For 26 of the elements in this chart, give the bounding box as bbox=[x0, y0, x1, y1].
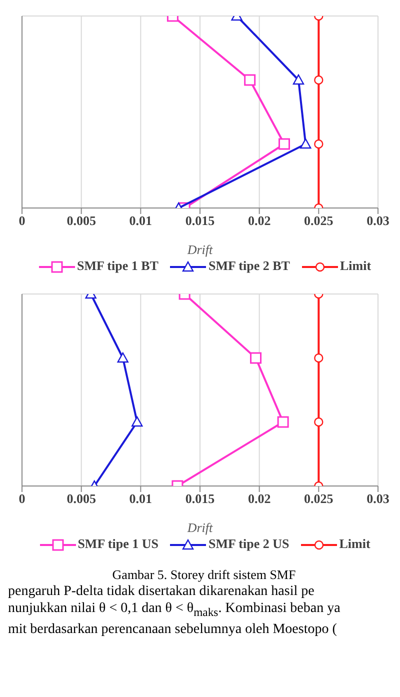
x-tick-label: 0 bbox=[18, 491, 26, 506]
x-axis-title: Drift bbox=[186, 520, 214, 536]
legend-label: Limit bbox=[338, 258, 372, 274]
x-tick-label: 0.005 bbox=[66, 491, 96, 506]
x-tick-label: 0.01 bbox=[129, 491, 152, 506]
x-tick-label: 0.005 bbox=[66, 213, 96, 228]
legend-label: SMF tipe 1 BT bbox=[76, 258, 158, 274]
text: Gambar 5. Storey drift sistem SMF bbox=[111, 566, 297, 584]
x-tick-label: 0.02 bbox=[248, 491, 271, 506]
text: pengaruh P-delta tidak disertakan dikarenakan hasil pe bbox=[8, 583, 316, 600]
x-tick-label: 0 bbox=[18, 213, 26, 228]
legend-label: SMF tipe 2 BT bbox=[207, 258, 290, 274]
text: nunjukkan nilai θ < 0,1 dan θ < θ$_{maks}$. Kombinasi beban ya bbox=[8, 600, 342, 621]
text: mit berdasarkan perencanaan sebelumnya oleh Moestopo ( bbox=[8, 620, 338, 638]
x-tick-label: 0.03 bbox=[366, 491, 390, 506]
legend-label: SMF tipe 1 US bbox=[76, 536, 158, 552]
x-tick-label: 0.03 bbox=[366, 213, 390, 228]
x-tick-label: 0.025 bbox=[304, 491, 334, 506]
legend-label: SMF tipe 2 US bbox=[207, 536, 290, 552]
x-tick-label: 0.015 bbox=[185, 213, 216, 228]
x-axis-title: Drift bbox=[186, 242, 214, 257]
x-tick-label: 0.025 bbox=[304, 213, 334, 228]
x-tick-label: 0.02 bbox=[248, 213, 271, 228]
legend-label: Limit bbox=[338, 536, 370, 552]
x-tick-label: 0.015 bbox=[185, 491, 216, 506]
x-tick-label: 0.01 bbox=[129, 213, 152, 228]
